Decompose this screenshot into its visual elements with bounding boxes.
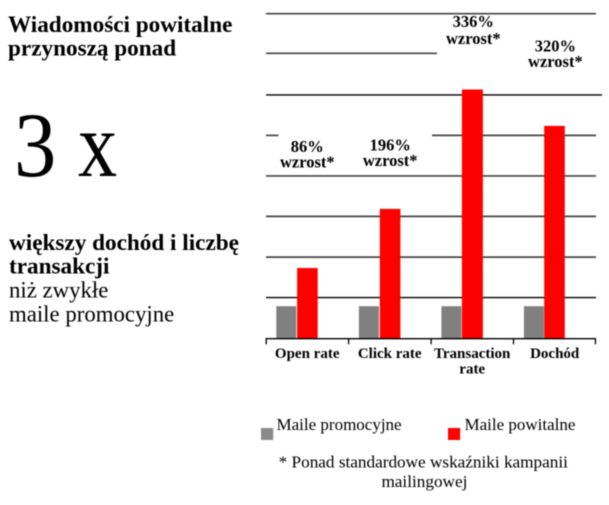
svg-text:transakcji: transakcji (9, 254, 110, 280)
svg-text:niż zwykłe: niż zwykłe (9, 278, 108, 303)
svg-text:wzrost*: wzrost* (363, 151, 418, 170)
svg-text:3: 3 (14, 95, 56, 197)
svg-text:x: x (78, 95, 117, 196)
svg-text:wzrost*: wzrost* (446, 29, 501, 48)
svg-text:Click rate: Click rate (358, 346, 422, 362)
svg-text:Transaction: Transaction (434, 346, 511, 362)
svg-text:Maile promocyjne: Maile promocyjne (277, 415, 402, 434)
svg-text:Maile powitalne: Maile powitalne (465, 415, 576, 434)
svg-text:86%: 86% (291, 137, 324, 156)
svg-text:wzrost*: wzrost* (528, 52, 583, 71)
svg-text:rate: rate (459, 361, 485, 377)
svg-text:Dochód: Dochód (530, 346, 580, 362)
svg-text:większy dochód i liczbę: większy dochód i liczbę (9, 230, 239, 256)
svg-text:* Ponad standardowe wskaźniki: * Ponad standardowe wskaźniki kampanii (279, 452, 568, 471)
svg-text:wzrost*: wzrost* (280, 153, 335, 172)
svg-text:336%: 336% (453, 12, 494, 31)
svg-text:mailingowej: mailingowej (381, 472, 467, 491)
svg-text:196%: 196% (370, 135, 411, 154)
svg-text:maile promocyjne: maile promocyjne (9, 301, 174, 326)
svg-text:Wiadomości powitalne: Wiadomości powitalne (8, 12, 232, 38)
svg-text:320%: 320% (535, 36, 576, 55)
svg-text:przynoszą ponad: przynoszą ponad (8, 36, 176, 62)
svg-text:Open rate: Open rate (275, 346, 340, 362)
